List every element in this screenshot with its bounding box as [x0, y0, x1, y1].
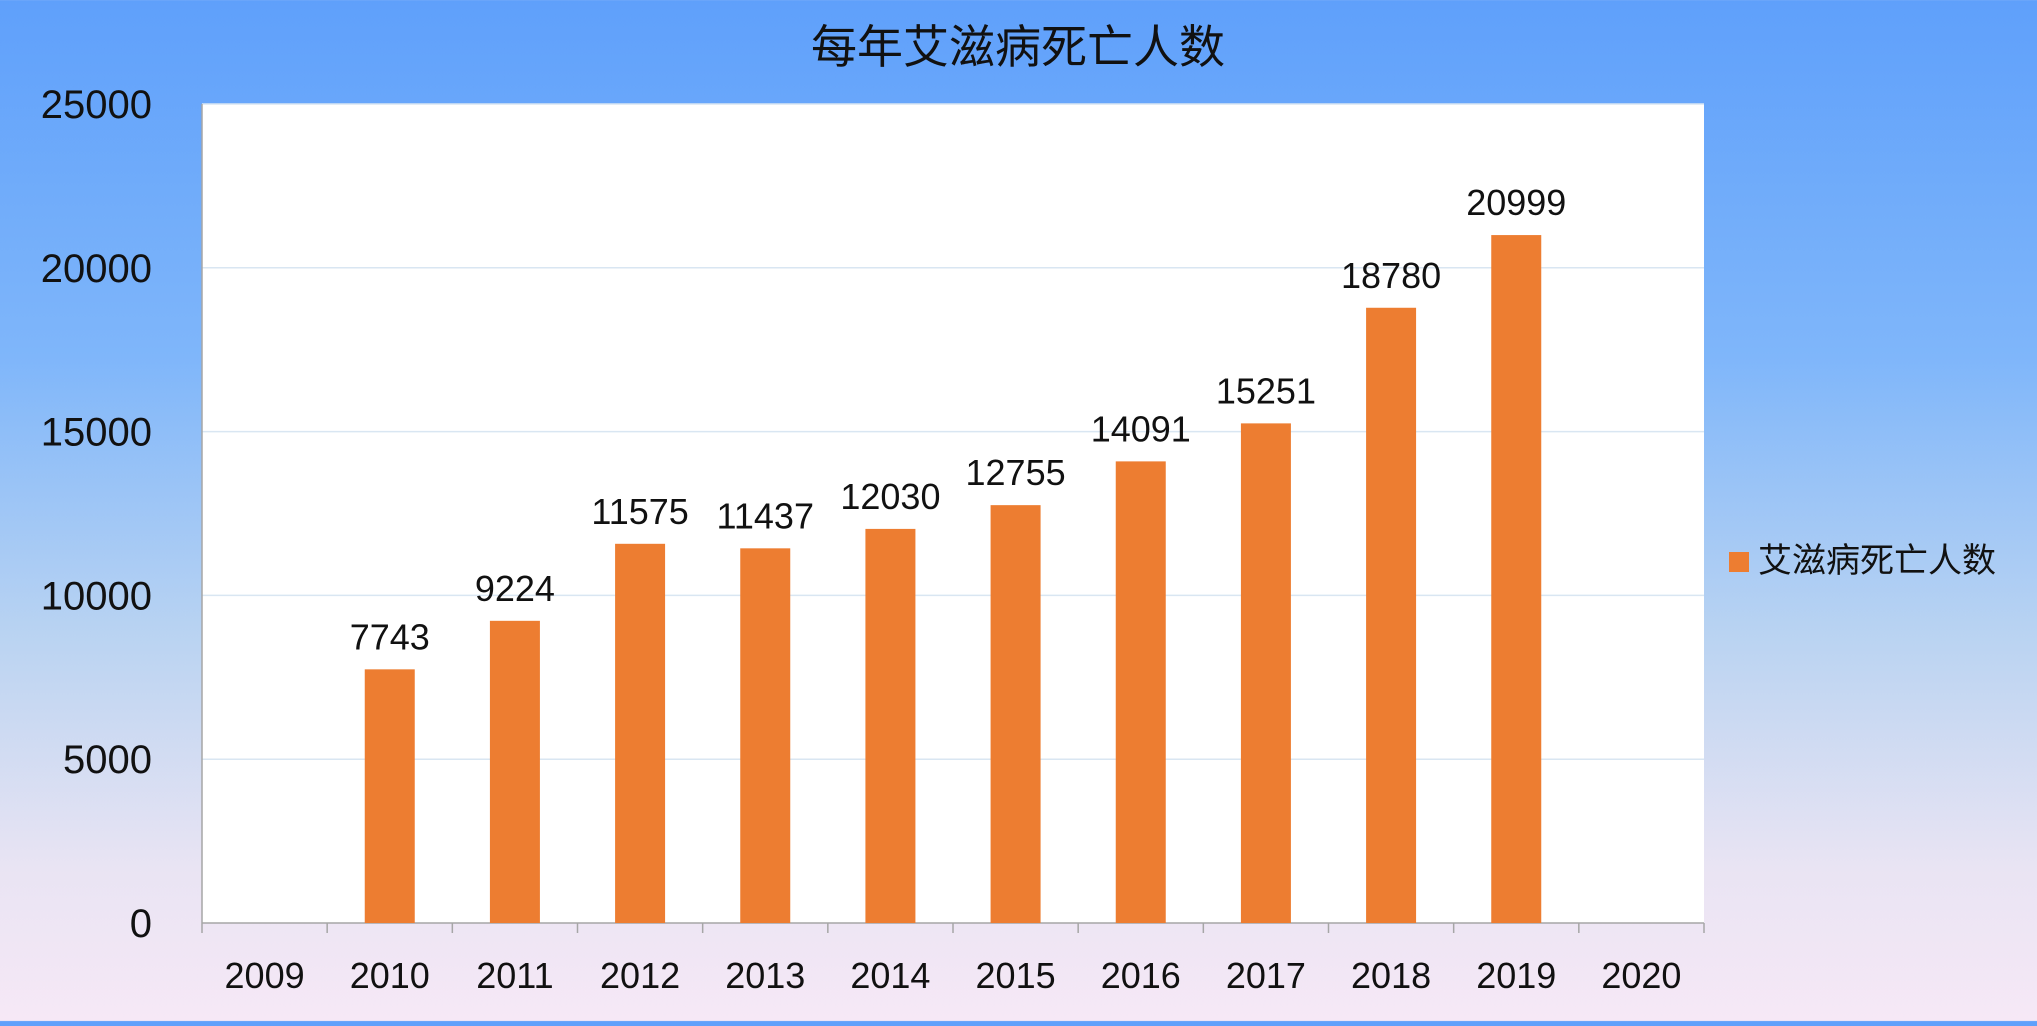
- data-label: 15251: [1216, 370, 1316, 411]
- data-labels: 7743 9224 11575 11437 12030 12755 14091 15251 18…: [350, 182, 1567, 657]
- bar: [1115, 461, 1166, 923]
- x-tick-label: 2019: [1476, 955, 1556, 996]
- bar: [615, 543, 666, 923]
- plot-area: [202, 104, 1704, 923]
- bar: [489, 620, 540, 923]
- legend-label: 艾滋病死亡人数: [1758, 542, 1996, 580]
- x-tick-label: 2020: [1601, 955, 1681, 996]
- y-tick-labels: 0 5000 10000 15000 20000 25000: [41, 83, 152, 946]
- x-tick-label: 2015: [976, 955, 1056, 996]
- bar: [364, 669, 415, 923]
- x-tick-label: 2018: [1351, 955, 1431, 996]
- x-tick-label: 2013: [725, 955, 805, 996]
- data-label: 9224: [475, 568, 555, 609]
- x-tick-labels: 2009 2010 2011 2012 2013 2014 2015 2016 2017 2018…: [225, 955, 1682, 996]
- data-label: 12755: [966, 452, 1066, 493]
- data-label: 11575: [591, 491, 688, 532]
- y-tick-label: 25000: [41, 83, 152, 127]
- data-label: 11437: [717, 495, 814, 536]
- y-tick-label: 15000: [41, 411, 152, 455]
- axes: [201, 104, 1705, 933]
- y-tick-label: 20000: [41, 247, 152, 291]
- data-label: 7743: [350, 616, 430, 657]
- x-tick-label: 2011: [476, 955, 553, 996]
- data-label: 18780: [1341, 255, 1441, 296]
- gridlines: [202, 103, 1704, 760]
- data-label: 20999: [1466, 182, 1566, 223]
- x-tick-label: 2012: [600, 955, 680, 996]
- y-tick-label: 5000: [63, 738, 152, 782]
- bar: [1240, 423, 1291, 923]
- data-label: 14091: [1091, 408, 1191, 449]
- y-tick-label: 10000: [41, 574, 152, 618]
- bars: [364, 235, 1542, 923]
- bar: [740, 548, 791, 923]
- x-tick-label: 2016: [1101, 955, 1181, 996]
- x-tick-label: 2017: [1226, 955, 1306, 996]
- x-tick-label: 2010: [350, 955, 430, 996]
- bar: [990, 505, 1041, 923]
- x-tick-label: 2014: [850, 955, 930, 996]
- legend: 艾滋病死亡人数: [1729, 542, 1996, 580]
- x-tick-label: 2009: [225, 955, 305, 996]
- bar: [1366, 307, 1417, 923]
- y-tick-label: 0: [130, 902, 152, 946]
- legend-swatch: [1729, 552, 1749, 572]
- bar: [865, 528, 916, 923]
- chart-title: 每年艾滋病死亡人数: [811, 21, 1225, 73]
- data-label: 12030: [840, 476, 940, 517]
- bar: [1491, 235, 1542, 923]
